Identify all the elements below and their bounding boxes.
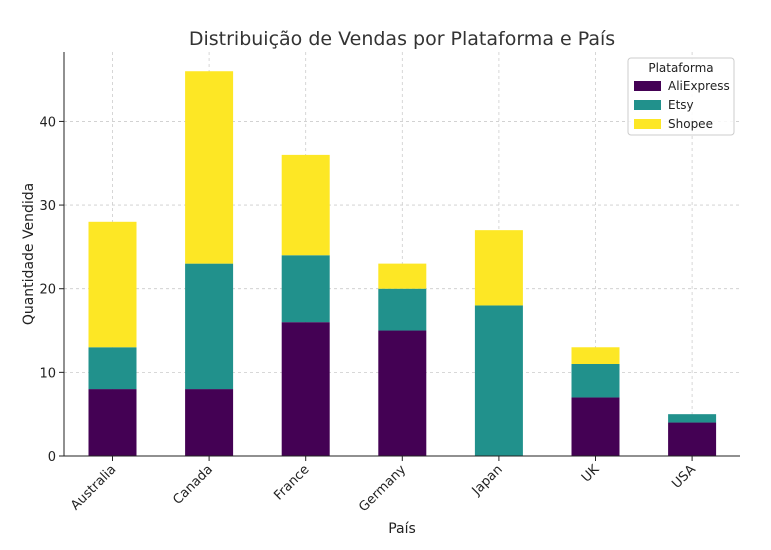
- bar-aliexpress-canada: [185, 389, 234, 456]
- x-tick-label: Canada: [170, 462, 216, 508]
- chart-title: Distribuição de Vendas por Plataforma e …: [189, 28, 615, 50]
- bar-etsy-canada: [185, 263, 234, 390]
- x-tick-label: Germany: [356, 462, 409, 515]
- legend-frame: [627, 57, 735, 136]
- y-tick-label: 0: [48, 450, 56, 465]
- legend-swatch-shopee: [634, 119, 661, 129]
- bar-etsy-australia: [88, 347, 137, 390]
- bar-aliexpress-germany: [378, 330, 427, 456]
- bar-aliexpress-france: [281, 322, 330, 456]
- x-tick-label: France: [271, 462, 312, 503]
- legend: Plataforma AliExpress Etsy Shopee: [627, 57, 735, 136]
- bar-shopee-japan: [474, 230, 523, 306]
- bar-shopee-canada: [185, 71, 234, 264]
- legend-label-aliexpress: AliExpress: [668, 79, 730, 93]
- bars: [88, 71, 717, 456]
- y-ticks: 0 10 20 30 40: [39, 115, 64, 465]
- x-ticks: Australia Canada France Germany Japan UK USA: [68, 456, 699, 515]
- x-tick-label: UK: [579, 462, 603, 486]
- legend-swatch-etsy: [634, 100, 661, 110]
- bar-etsy-usa: [668, 414, 717, 423]
- legend-title: Plataforma: [648, 61, 713, 75]
- y-tick-label: 30: [39, 199, 56, 214]
- x-tick-label: Japan: [469, 462, 506, 499]
- y-tick-label: 10: [39, 366, 56, 381]
- bar-etsy-japan: [474, 305, 523, 456]
- x-tick-label: USA: [669, 462, 699, 492]
- y-axis-label: Quantidade Vendida: [21, 183, 37, 325]
- bar-aliexpress-australia: [88, 389, 137, 456]
- bar-etsy-uk: [571, 363, 620, 398]
- y-tick-label: 40: [39, 115, 56, 130]
- bar-shopee-germany: [378, 263, 427, 289]
- x-tick-label: Australia: [68, 462, 119, 513]
- legend-label-shopee: Shopee: [668, 117, 713, 131]
- legend-label-etsy: Etsy: [668, 98, 694, 112]
- legend-items: AliExpress Etsy Shopee: [634, 79, 730, 131]
- bar-etsy-germany: [378, 288, 427, 331]
- bar-shopee-australia: [88, 221, 137, 348]
- bar-aliexpress-usa: [668, 422, 717, 456]
- x-axis-label: País: [388, 521, 416, 537]
- bar-shopee-france: [281, 154, 330, 256]
- bar-aliexpress-uk: [571, 397, 620, 456]
- bar-shopee-uk: [571, 347, 620, 364]
- y-tick-label: 20: [39, 283, 56, 298]
- legend-swatch-aliexpress: [634, 81, 661, 91]
- bar-etsy-france: [281, 255, 330, 323]
